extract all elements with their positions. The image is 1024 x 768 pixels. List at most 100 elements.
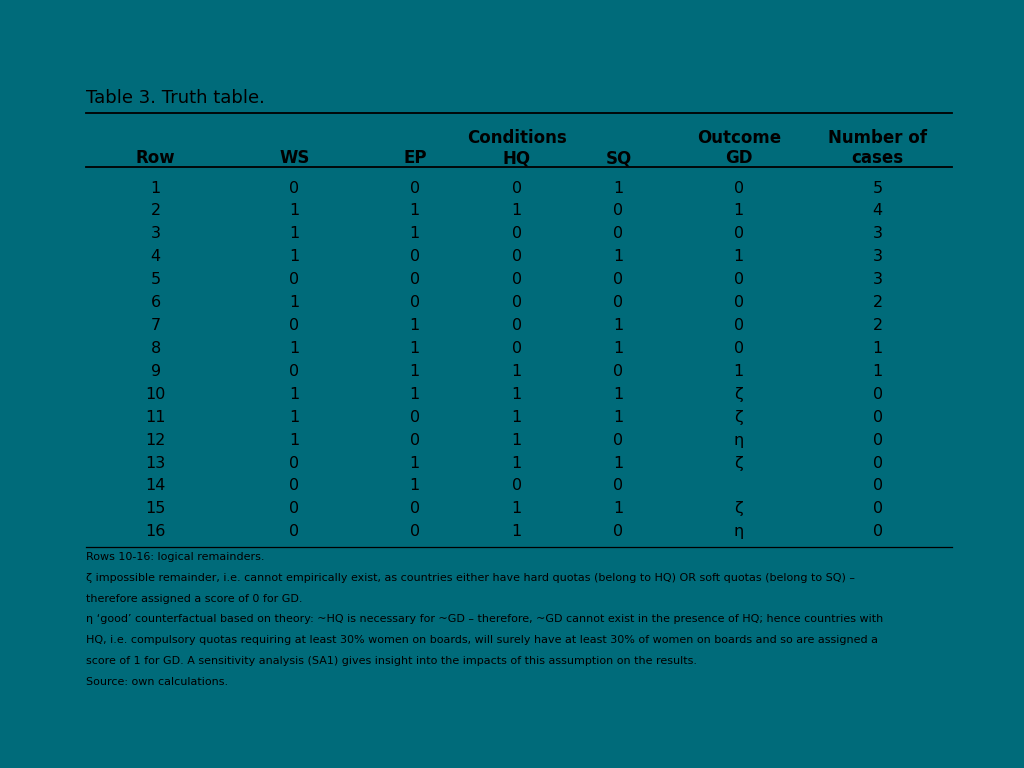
Text: 12: 12	[145, 432, 166, 448]
Text: 1: 1	[151, 180, 161, 196]
Text: 0: 0	[512, 227, 521, 241]
Text: 7: 7	[151, 318, 161, 333]
Text: 1: 1	[512, 432, 522, 448]
Text: ζ impossible remainder, i.e. cannot empirically exist, as countries either have : ζ impossible remainder, i.e. cannot empi…	[86, 573, 855, 583]
Text: 0: 0	[872, 432, 883, 448]
Text: 1: 1	[613, 387, 624, 402]
Text: 1: 1	[410, 318, 420, 333]
Text: score of 1 for GD. A sensitivity analysis (SA1) gives insight into the impacts o: score of 1 for GD. A sensitivity analysi…	[86, 656, 697, 666]
Text: 0: 0	[410, 525, 420, 539]
Text: 1: 1	[613, 318, 624, 333]
Text: 0: 0	[512, 250, 521, 264]
Text: ζ: ζ	[734, 502, 743, 516]
Text: 14: 14	[145, 478, 166, 493]
Text: 0: 0	[512, 341, 521, 356]
Text: 0: 0	[410, 295, 420, 310]
Text: 0: 0	[613, 525, 624, 539]
Text: 5: 5	[872, 180, 883, 196]
Text: 1: 1	[410, 478, 420, 493]
Text: η: η	[733, 432, 743, 448]
Text: 1: 1	[290, 204, 300, 218]
Text: 0: 0	[872, 525, 883, 539]
Text: Rows 10-16: logical remainders.: Rows 10-16: logical remainders.	[86, 552, 264, 562]
Text: 1: 1	[410, 364, 420, 379]
Text: Number of: Number of	[828, 128, 927, 147]
Text: 3: 3	[151, 227, 161, 241]
Text: 0: 0	[613, 432, 624, 448]
Text: 0: 0	[410, 502, 420, 516]
Text: 5: 5	[151, 272, 161, 287]
Text: 0: 0	[410, 250, 420, 264]
Text: HQ: HQ	[503, 149, 530, 167]
Text: 1: 1	[733, 250, 743, 264]
Text: 1: 1	[613, 250, 624, 264]
Text: 1: 1	[613, 341, 624, 356]
Text: 0: 0	[613, 364, 624, 379]
Text: 0: 0	[734, 318, 743, 333]
Text: 0: 0	[734, 295, 743, 310]
Text: cases: cases	[852, 149, 904, 167]
Text: 0: 0	[613, 227, 624, 241]
Text: 1: 1	[410, 341, 420, 356]
Text: 0: 0	[290, 502, 300, 516]
Text: 1: 1	[290, 432, 300, 448]
Text: 3: 3	[872, 250, 883, 264]
Text: 0: 0	[410, 409, 420, 425]
Text: Conditions: Conditions	[467, 128, 566, 147]
Text: 16: 16	[145, 525, 166, 539]
Text: 0: 0	[872, 502, 883, 516]
Text: 0: 0	[290, 272, 300, 287]
Text: 0: 0	[290, 364, 300, 379]
Text: 13: 13	[145, 455, 166, 471]
Text: 1: 1	[290, 409, 300, 425]
Text: 0: 0	[410, 180, 420, 196]
Text: 1: 1	[410, 387, 420, 402]
Text: 2: 2	[872, 295, 883, 310]
Text: 1: 1	[613, 502, 624, 516]
Text: 0: 0	[734, 227, 743, 241]
Text: 3: 3	[872, 227, 883, 241]
Text: 0: 0	[872, 387, 883, 402]
Text: Source: own calculations.: Source: own calculations.	[86, 677, 228, 687]
Text: 1: 1	[512, 409, 522, 425]
Text: 1: 1	[613, 180, 624, 196]
Text: 1: 1	[512, 387, 522, 402]
Text: 1: 1	[872, 341, 883, 356]
Text: 10: 10	[145, 387, 166, 402]
Text: η: η	[733, 525, 743, 539]
Text: 15: 15	[145, 502, 166, 516]
Text: 1: 1	[512, 364, 522, 379]
Text: EP: EP	[403, 149, 427, 167]
Text: 1: 1	[512, 204, 522, 218]
Text: ζ: ζ	[734, 409, 743, 425]
Text: 1: 1	[290, 387, 300, 402]
Text: 0: 0	[290, 525, 300, 539]
Text: 1: 1	[410, 455, 420, 471]
Text: Row: Row	[136, 149, 175, 167]
Text: 1: 1	[733, 364, 743, 379]
Text: 0: 0	[290, 455, 300, 471]
Text: 1: 1	[512, 502, 522, 516]
Text: 0: 0	[734, 272, 743, 287]
Text: 1: 1	[733, 204, 743, 218]
Text: 0: 0	[512, 295, 521, 310]
Text: 1: 1	[872, 364, 883, 379]
Text: 0: 0	[872, 478, 883, 493]
Text: 1: 1	[613, 455, 624, 471]
Text: 0: 0	[512, 180, 521, 196]
Text: 0: 0	[290, 318, 300, 333]
Text: 1: 1	[410, 204, 420, 218]
Text: 0: 0	[613, 295, 624, 310]
Text: HQ, i.e. compulsory quotas requiring at least 30% women on boards, will surely h: HQ, i.e. compulsory quotas requiring at …	[86, 635, 879, 645]
Text: 9: 9	[151, 364, 161, 379]
Text: 1: 1	[290, 341, 300, 356]
Text: 0: 0	[613, 272, 624, 287]
Text: Outcome: Outcome	[696, 128, 781, 147]
Text: 0: 0	[872, 409, 883, 425]
Text: GD: GD	[725, 149, 753, 167]
Text: 0: 0	[512, 478, 521, 493]
Text: 2: 2	[151, 204, 161, 218]
Text: 0: 0	[290, 478, 300, 493]
Text: 1: 1	[512, 525, 522, 539]
Text: 0: 0	[290, 180, 300, 196]
